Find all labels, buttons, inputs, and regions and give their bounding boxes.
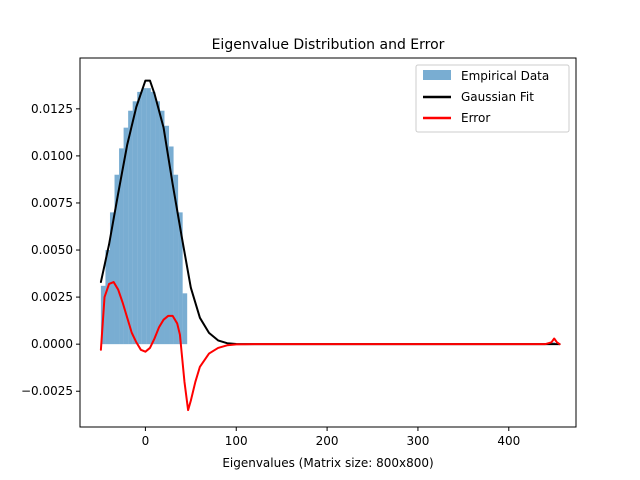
histogram-bar-1 xyxy=(105,250,110,345)
y-tick-label: 0.0125 xyxy=(31,102,73,116)
histogram-bar-4 xyxy=(119,148,124,345)
histogram-bar-14 xyxy=(164,125,170,345)
chart-title: Eigenvalue Distribution and Error xyxy=(212,37,445,53)
legend-label-error: Error xyxy=(461,111,490,125)
histogram-bar-13 xyxy=(159,110,165,345)
histogram-bar-15 xyxy=(169,146,174,345)
x-tick-label: 0 xyxy=(142,434,150,448)
x-tick-label: 300 xyxy=(406,434,429,448)
error-line xyxy=(99,281,561,412)
y-tick-label: 0.0025 xyxy=(31,290,73,304)
histogram-bar-7 xyxy=(132,101,138,345)
y-tick-label: 0.0000 xyxy=(31,337,73,351)
series-lines xyxy=(99,79,561,412)
histogram-bar-18 xyxy=(182,293,188,345)
y-axis: −0.0025 0.0000 0.0025 0.0050 0.0075 0.0100 0.0… xyxy=(21,102,80,398)
histogram-bar-17 xyxy=(178,212,183,345)
y-tick-label: 0.0100 xyxy=(31,149,73,163)
histogram-bar-6 xyxy=(128,110,133,345)
histogram-bar-8 xyxy=(137,91,142,345)
histogram-bar-11 xyxy=(150,91,156,345)
legend-swatch-empirical xyxy=(423,70,451,80)
x-tick-label: 100 xyxy=(225,434,248,448)
legend-label-gaussian: Gaussian Fit xyxy=(461,90,534,104)
legend-label-empirical: Empirical Data xyxy=(461,69,549,83)
histogram-bar-16 xyxy=(173,174,179,345)
legend: Empirical Data Gaussian Fit Error xyxy=(415,64,570,133)
histogram-bar-10 xyxy=(146,88,151,345)
histogram-bar-5 xyxy=(123,127,129,345)
x-axis-label: Eigenvalues (Matrix size: 800x800) xyxy=(222,456,433,470)
x-axis: 0 100 200 300 400 xyxy=(142,427,520,448)
y-tick-label: −0.0025 xyxy=(21,384,73,398)
y-tick-label: 0.0050 xyxy=(31,243,73,257)
x-tick-label: 200 xyxy=(316,434,339,448)
histogram-bar-3 xyxy=(114,174,120,345)
histogram-bars xyxy=(100,88,556,345)
histogram-bar-9 xyxy=(141,88,147,345)
legend-box xyxy=(415,64,570,133)
histogram-bar-2 xyxy=(109,212,115,345)
histogram-bar-12 xyxy=(155,101,160,345)
axes-frame xyxy=(79,57,577,428)
y-tick-label: 0.0075 xyxy=(31,196,73,210)
x-tick-label: 400 xyxy=(497,434,520,448)
